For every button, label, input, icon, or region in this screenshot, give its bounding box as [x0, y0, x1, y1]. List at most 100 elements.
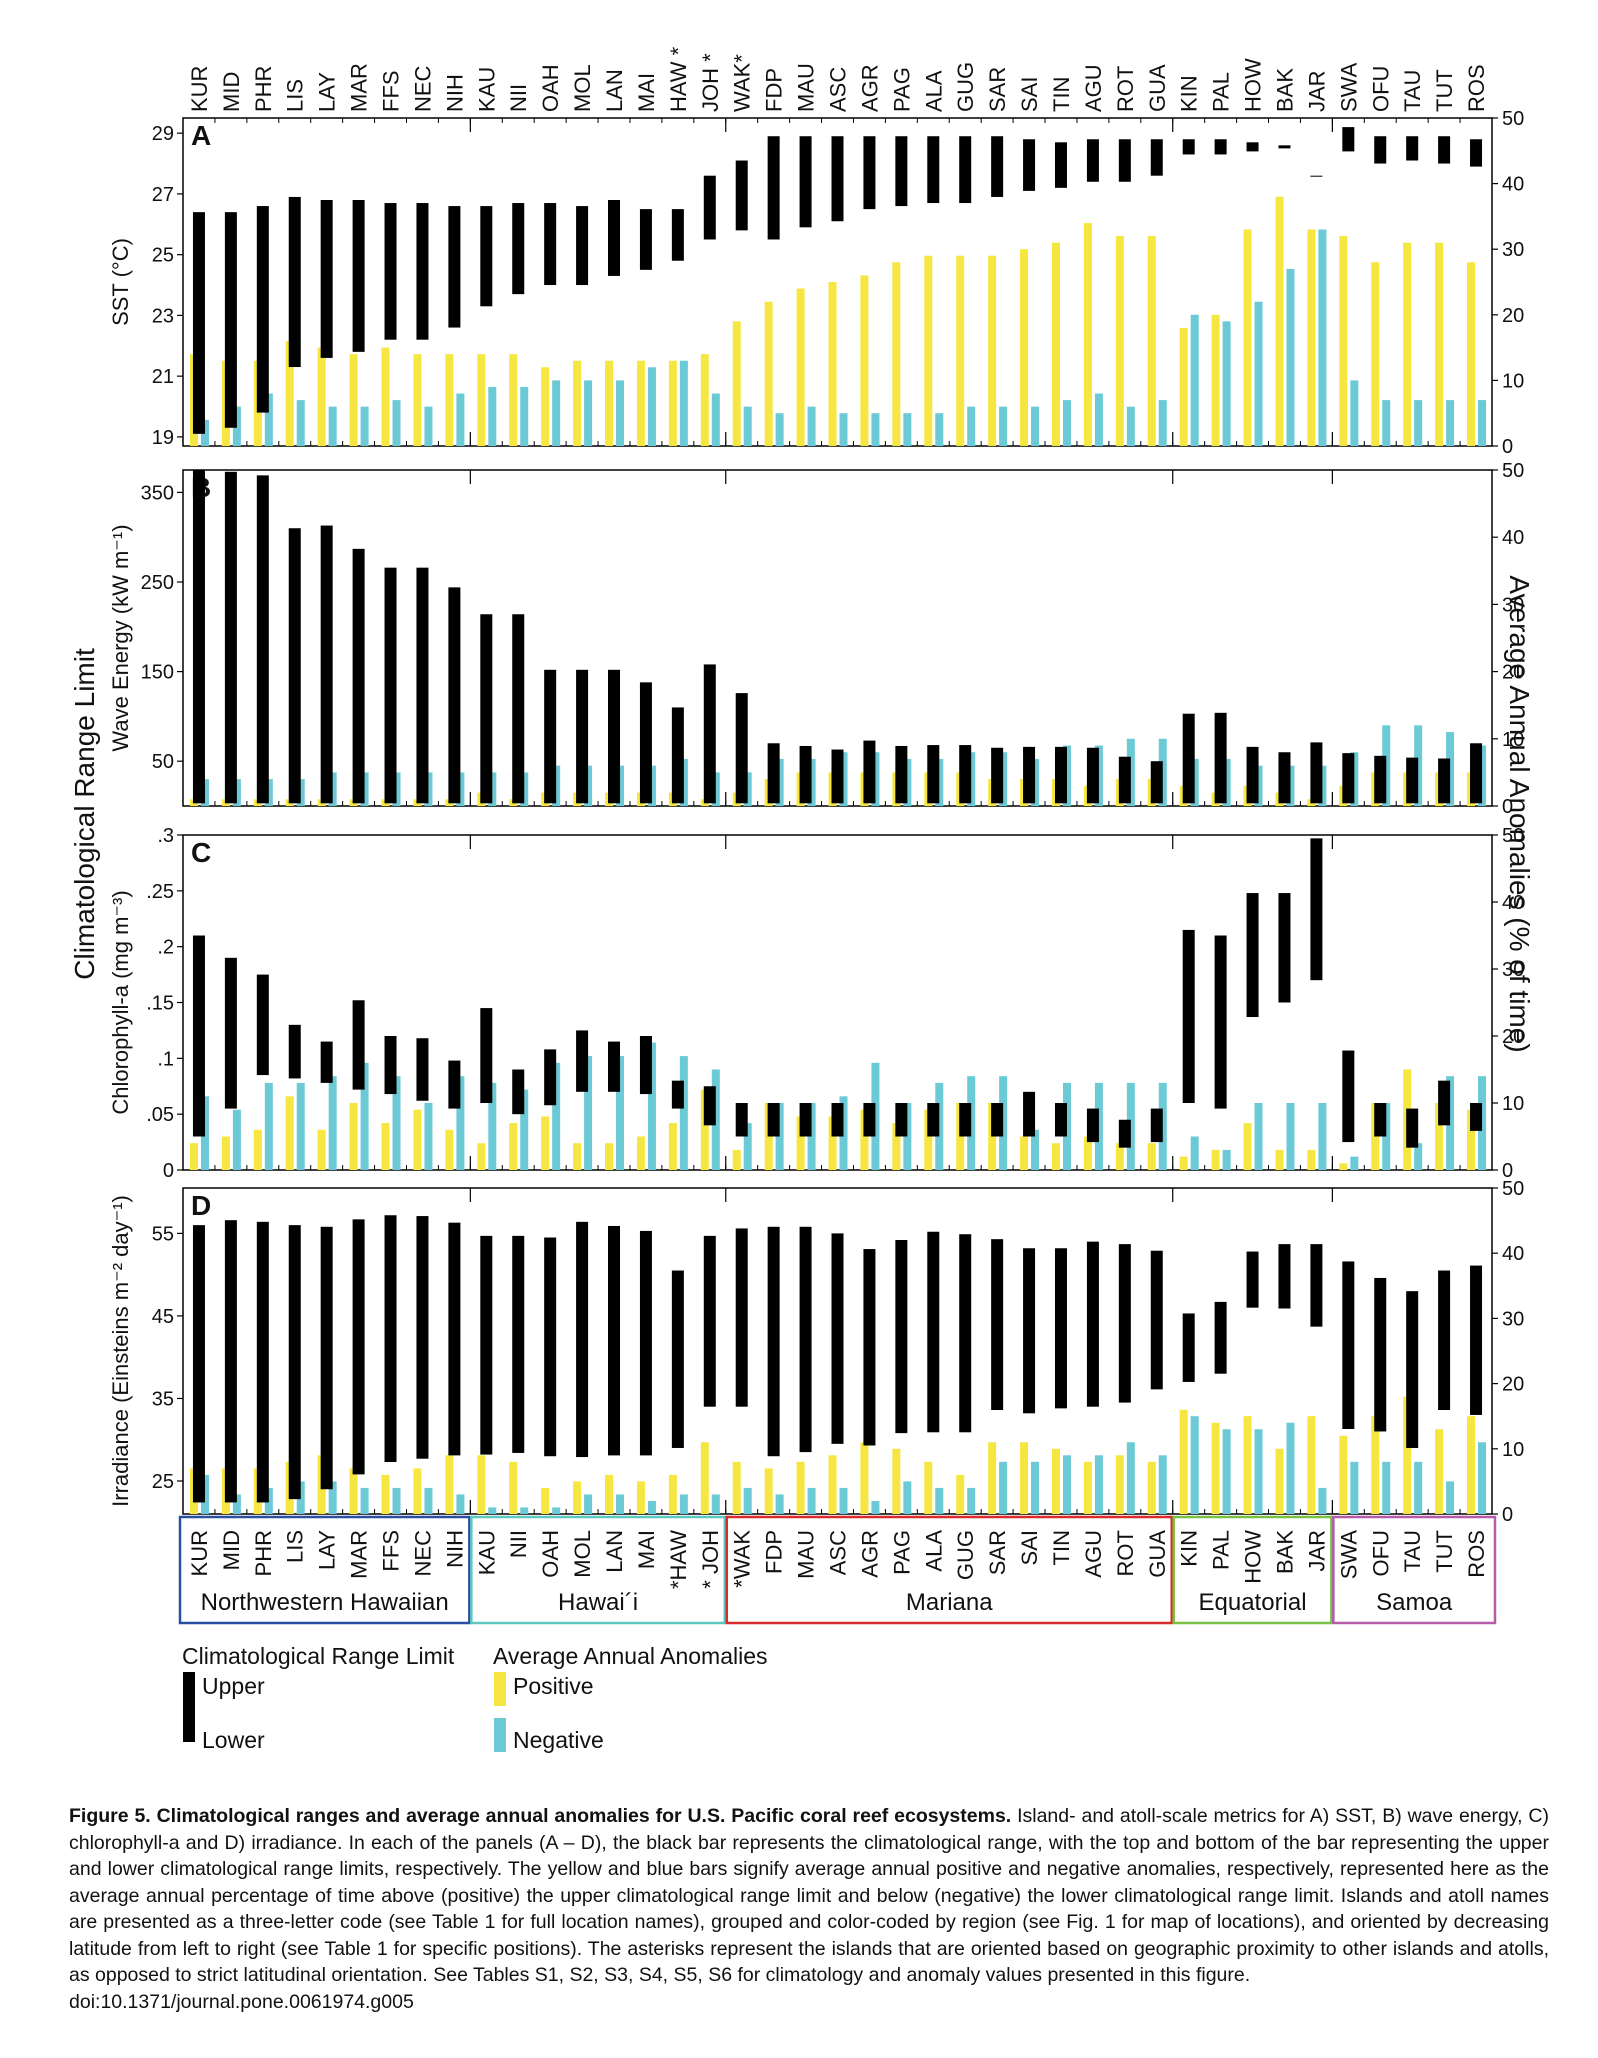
panel-b: 5015025035001020304050BWave Energy (kW m… — [108, 460, 1524, 818]
negative-bar — [1222, 321, 1231, 446]
bottom-label-mid: MID — [219, 1530, 244, 1570]
positive-bar — [509, 1461, 518, 1514]
range-bar — [576, 206, 589, 286]
range-bar — [639, 682, 652, 804]
positive-bar — [573, 1143, 582, 1170]
range-bar — [1406, 1291, 1419, 1448]
top-label-bak: BAK — [1272, 68, 1297, 112]
negative-bar — [711, 1494, 720, 1514]
positive-bar — [605, 1143, 614, 1170]
top-label-gug: GUG — [953, 62, 978, 112]
range-bar — [639, 209, 652, 270]
positive-bar — [1051, 1448, 1060, 1514]
negative-bar — [871, 1500, 880, 1514]
top-label-kau: KAU — [474, 67, 499, 112]
top-label-ala: ALA — [921, 70, 946, 112]
right-tick-label: 40 — [1502, 892, 1524, 914]
bottom-category-labels: KUR MID PHR LIS LAY MAR FFS NEC NIH KAU NII OAH MOL L… — [187, 1530, 1489, 1589]
range-bar — [384, 203, 397, 340]
bottom-label-sar: SAR — [985, 1530, 1010, 1575]
bottom-label-tau: TAU — [1400, 1530, 1425, 1572]
negative-bar — [1031, 1461, 1040, 1514]
panel-letter: A — [191, 120, 211, 151]
range-bar — [544, 1049, 557, 1106]
panel-ylabel: Wave Energy (kW m⁻¹) — [108, 524, 133, 751]
positive-bar — [1371, 1416, 1380, 1514]
negative-bar — [328, 1481, 337, 1514]
positive-bar — [573, 360, 582, 446]
range-bar — [1374, 755, 1387, 804]
negative-bar — [1350, 380, 1359, 446]
positive-bar — [732, 1461, 741, 1514]
right-tick-label: 0 — [1502, 436, 1513, 458]
negative-bar — [647, 1042, 656, 1170]
negative-bar — [807, 1487, 816, 1514]
negative-bar — [1158, 400, 1167, 446]
range-bar — [1246, 893, 1259, 1018]
negative-bar — [360, 1062, 369, 1170]
right-tick-label: 40 — [1502, 1243, 1524, 1265]
positive-bar — [828, 282, 837, 446]
top-label-swa: SWA — [1336, 62, 1361, 112]
caption-body: Island- and atoll-scale metrics for A) S… — [69, 1805, 1549, 1986]
bottom-label-oah: OAH — [538, 1530, 563, 1578]
legend: Climatological Range Limit Upper Lower A… — [182, 1643, 768, 1753]
right-tick-label: 50 — [1502, 1178, 1524, 1200]
range-bar — [320, 1041, 333, 1083]
positive-bar — [509, 354, 518, 446]
top-label-phr: PHR — [251, 66, 276, 112]
right-tick-label: 30 — [1502, 594, 1524, 616]
positive-bar — [1147, 1461, 1156, 1514]
positive-bar — [413, 354, 422, 446]
range-bar — [1086, 1241, 1099, 1407]
top-label-sai: SAI — [1017, 77, 1042, 112]
negative-bar — [424, 1103, 433, 1170]
region-label: Samoa — [1376, 1589, 1453, 1616]
range-bar — [320, 1226, 333, 1490]
range-bar — [1054, 1103, 1067, 1137]
bottom-label-mol: MOL — [570, 1530, 595, 1578]
negative-bar — [1286, 268, 1295, 446]
top-label-wak: WAK* — [730, 54, 755, 112]
range-bar — [1182, 929, 1195, 1103]
positive-bar — [732, 321, 741, 446]
positive-bar — [541, 1116, 550, 1170]
panel-frame — [182, 469, 1493, 807]
y-tick-label: 45 — [152, 1306, 174, 1328]
range-bar — [1278, 752, 1291, 804]
positive-bar — [189, 1143, 198, 1170]
range-bar — [1278, 1244, 1291, 1309]
range-bar — [1214, 139, 1227, 155]
range-bar — [767, 743, 780, 804]
positive-bar — [892, 1448, 901, 1514]
positive-bar — [924, 1461, 933, 1514]
negative-bar — [967, 406, 976, 446]
positive-bar — [1147, 236, 1156, 446]
right-tick-label: 30 — [1502, 239, 1524, 261]
bottom-label-lan: LAN — [602, 1530, 627, 1573]
range-bar — [544, 1237, 557, 1457]
y-tick-label: 250 — [141, 572, 174, 594]
region-label: Hawai´i — [558, 1589, 638, 1616]
positive-bar — [700, 354, 709, 446]
negative-bar — [552, 1062, 561, 1170]
range-bar — [608, 669, 621, 804]
positive-bar — [413, 1468, 422, 1514]
panel-letter: C — [191, 837, 211, 868]
positive-bar — [1467, 1109, 1476, 1170]
negative-bar — [552, 1507, 561, 1514]
bottom-label-joh: * JOH — [698, 1530, 723, 1589]
right-tick-label: 30 — [1502, 959, 1524, 981]
top-label-haw: HAW * — [666, 46, 691, 112]
negative-bar — [616, 1056, 625, 1170]
range-bar — [288, 1225, 301, 1500]
bottom-label-lay: LAY — [315, 1530, 340, 1570]
range-bar — [256, 206, 269, 413]
legend-anomaly-title: Average Annual Anomalies — [493, 1643, 768, 1669]
y-tick-label: 350 — [141, 482, 174, 504]
range-bar — [927, 1103, 940, 1137]
positive-bar — [1179, 327, 1188, 446]
range-bar — [352, 1219, 365, 1475]
range-bar — [1342, 127, 1355, 152]
negative-bar — [488, 386, 497, 446]
